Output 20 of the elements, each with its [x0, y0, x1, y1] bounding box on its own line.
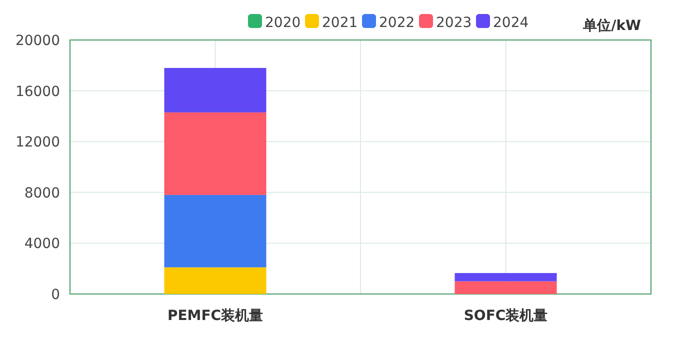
x-tick-label: PEMFC装机量	[167, 308, 264, 324]
bar	[164, 194, 266, 268]
bar	[454, 281, 557, 294]
y-tick-label: 4000	[24, 236, 60, 252]
y-tick-label: 20000	[15, 33, 60, 49]
x-tick-label: SOFC装机量	[464, 308, 548, 324]
bar	[164, 68, 266, 112]
legend-label: 2021	[322, 15, 358, 31]
bar	[454, 273, 557, 282]
legend-label: 2020	[265, 15, 301, 31]
bar	[164, 267, 266, 294]
y-tick-label: 16000	[15, 84, 60, 100]
legend-label: 2023	[436, 15, 472, 31]
y-tick-label: 8000	[24, 185, 60, 202]
legend-label: 2022	[379, 15, 415, 31]
y-axis-title: 单位/kW	[582, 18, 641, 34]
bar	[164, 112, 266, 195]
legend-label: 2024	[493, 15, 529, 31]
y-tick-label: 12000	[15, 134, 60, 151]
y-tick-label: 0	[51, 287, 60, 303]
